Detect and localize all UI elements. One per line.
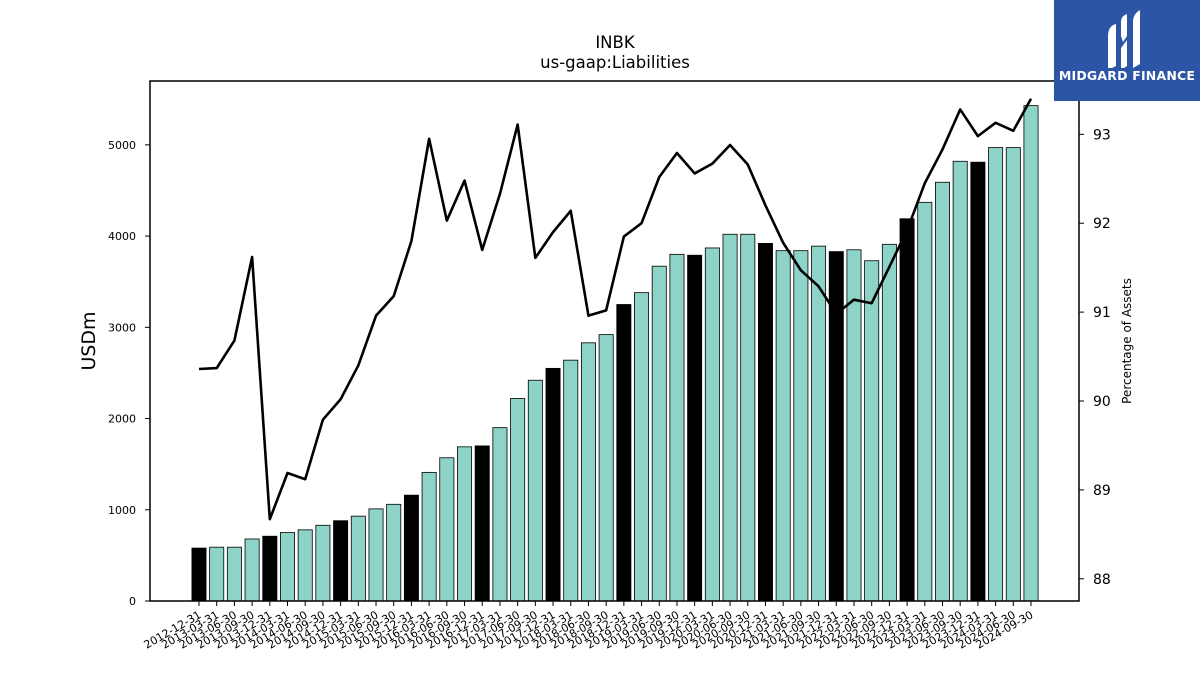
bar bbox=[368, 508, 384, 602]
bar bbox=[687, 254, 703, 602]
bar bbox=[757, 242, 773, 602]
bar bbox=[209, 546, 225, 602]
brand-logo: MIDGARD FINANCE bbox=[1054, 0, 1200, 101]
bar bbox=[191, 547, 207, 602]
bar bbox=[421, 471, 437, 602]
bar bbox=[616, 304, 632, 602]
y-tick-label: 2000 bbox=[108, 413, 136, 426]
bar bbox=[527, 379, 543, 602]
y2-tick-label: 89 bbox=[1093, 483, 1111, 499]
bar bbox=[669, 253, 685, 602]
bar bbox=[651, 265, 667, 602]
y-tick-label: 4000 bbox=[108, 230, 136, 243]
bar bbox=[864, 260, 880, 602]
bar bbox=[350, 515, 366, 602]
bar bbox=[722, 233, 738, 602]
bar bbox=[740, 233, 756, 602]
bar bbox=[457, 446, 473, 602]
bar bbox=[988, 147, 1004, 602]
chart-title: INBK bbox=[595, 33, 636, 52]
bar bbox=[474, 445, 490, 602]
bar bbox=[704, 247, 720, 602]
bar bbox=[899, 218, 915, 602]
bar bbox=[598, 334, 614, 602]
y2-tick-label: 92 bbox=[1093, 216, 1111, 232]
bar bbox=[297, 529, 313, 602]
bar bbox=[952, 160, 968, 602]
y-tick-label: 1000 bbox=[108, 504, 136, 517]
bar bbox=[315, 524, 331, 602]
bar bbox=[935, 181, 950, 602]
bar bbox=[226, 546, 242, 602]
bar bbox=[793, 250, 809, 602]
y-tick-label: 3000 bbox=[108, 321, 136, 334]
bar bbox=[881, 243, 897, 602]
y-tick-label: 5000 bbox=[108, 139, 136, 152]
bar bbox=[1023, 105, 1039, 602]
bar bbox=[510, 398, 526, 602]
bar bbox=[492, 427, 508, 602]
y2-tick-label: 88 bbox=[1093, 572, 1111, 588]
chart-subtitle: us-gaap:Liabilities bbox=[540, 53, 690, 72]
bar bbox=[280, 532, 295, 602]
y2-axis-label: Percentage of Assets bbox=[1120, 278, 1134, 404]
bar bbox=[244, 538, 260, 602]
bar bbox=[580, 342, 596, 602]
bar bbox=[545, 367, 561, 602]
y2-tick-label: 93 bbox=[1093, 127, 1111, 143]
percentage-line bbox=[198, 98, 1033, 521]
y2-tick-label: 90 bbox=[1093, 394, 1111, 410]
bar bbox=[1005, 147, 1021, 602]
bar bbox=[634, 292, 650, 602]
bar bbox=[262, 535, 278, 602]
bar bbox=[811, 245, 827, 602]
plot-frame bbox=[149, 80, 1080, 602]
bar bbox=[917, 201, 933, 602]
y-tick-label: 0 bbox=[129, 595, 136, 608]
bar bbox=[333, 520, 349, 602]
bar bbox=[563, 359, 579, 602]
logo-mark-icon bbox=[1108, 10, 1140, 68]
y2-tick-label: 91 bbox=[1093, 305, 1111, 321]
bar bbox=[439, 457, 455, 602]
y-axis-label: USDm bbox=[78, 311, 100, 370]
logo-text: MIDGARD FINANCE bbox=[1058, 68, 1196, 83]
bar bbox=[403, 494, 419, 602]
bar bbox=[386, 503, 402, 602]
bar bbox=[970, 161, 986, 602]
bar bbox=[775, 250, 791, 602]
